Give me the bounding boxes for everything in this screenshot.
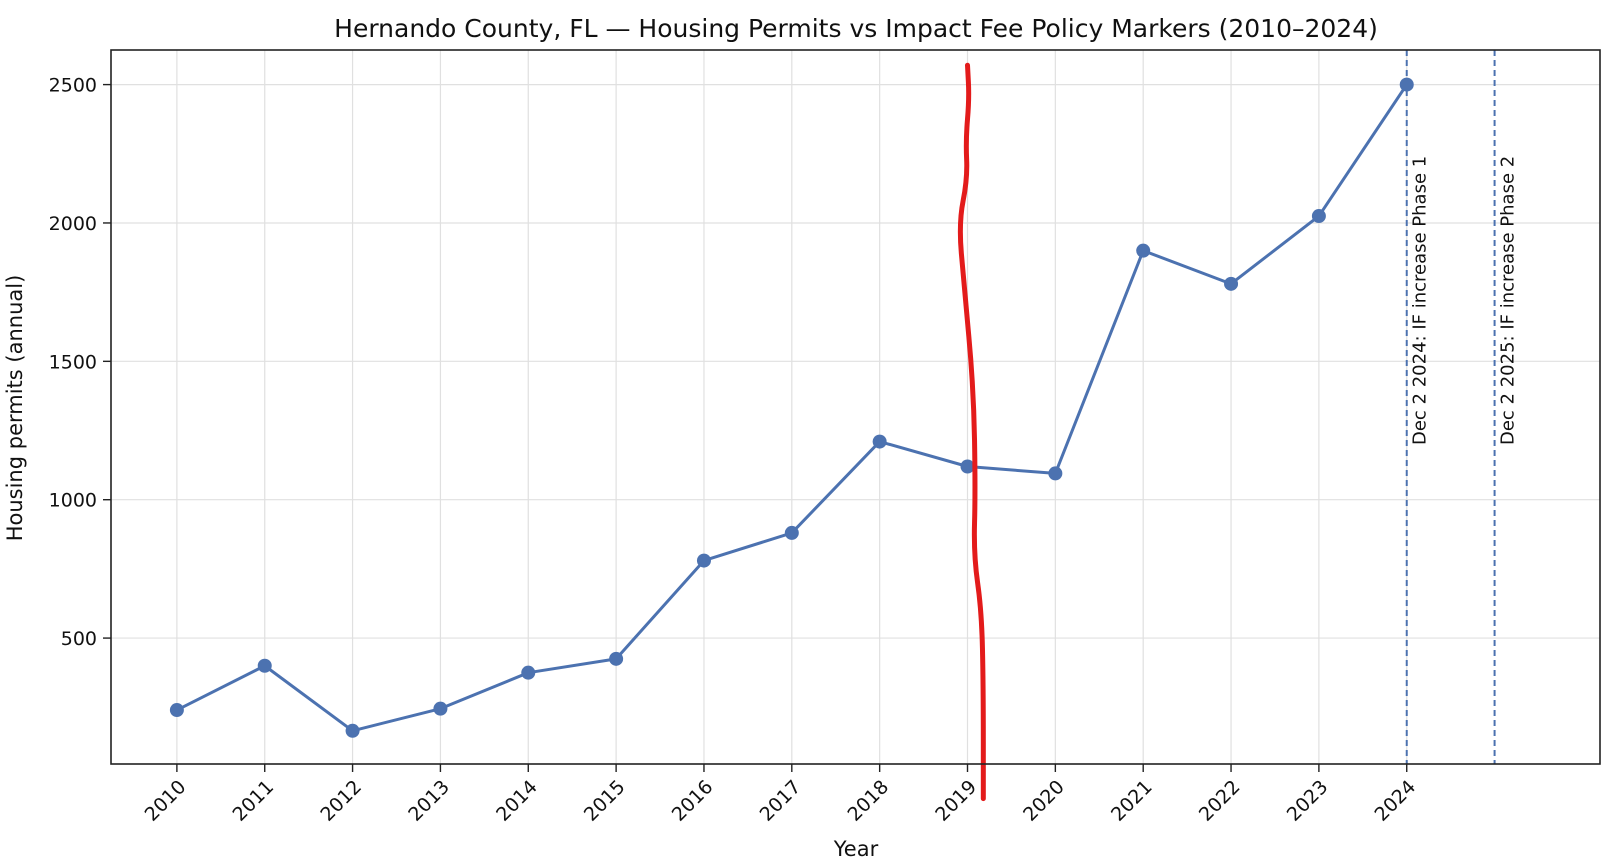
y-tick-label: 1000: [49, 490, 97, 512]
x-tick-label: 2017: [756, 776, 806, 826]
y-tick-label: 2500: [49, 75, 97, 97]
chart-title: Hernando County, FL — Housing Permits vs…: [334, 14, 1378, 43]
axis-ticks: 500 1000 1500 2000 2500 2010 2011 2012 2013 2014 2…: [49, 75, 1421, 826]
data-point: [696, 553, 711, 568]
x-tick-label: 2020: [1019, 776, 1069, 826]
x-tick-label: 2015: [580, 776, 630, 826]
red-freehand-line: [957, 62, 986, 802]
y-tick-label: 1500: [49, 351, 97, 373]
grid: [111, 50, 1600, 764]
y-axis-label: Housing permits (annual): [3, 275, 27, 542]
data-point: [1224, 276, 1239, 291]
data-point: [960, 459, 975, 474]
plot-frame: [110, 49, 1601, 765]
y-tick-label: 500: [61, 628, 97, 650]
data-point: [609, 651, 624, 666]
x-tick-label: 2013: [404, 776, 454, 826]
data-point: [345, 723, 360, 738]
x-tick-label: 2012: [316, 776, 366, 826]
freehand-annotation: [957, 62, 986, 802]
x-tick-label: 2024: [1371, 776, 1421, 826]
x-tick-label: 2011: [229, 776, 279, 826]
data-point: [784, 525, 799, 540]
data-point: [257, 658, 272, 673]
x-tick-label: 2021: [1107, 776, 1157, 826]
data-series: [169, 77, 1414, 738]
x-tick-label: 2010: [141, 776, 191, 826]
data-point: [1048, 466, 1063, 481]
x-tick-label: 2018: [843, 776, 893, 826]
policy-marker-label: Dec 2 2025: IF increase Phase 2: [1498, 156, 1519, 445]
y-tick-label: 2000: [49, 213, 97, 235]
data-point: [169, 703, 184, 718]
data-point: [521, 665, 536, 680]
x-tick-label: 2014: [492, 776, 542, 826]
data-point: [433, 701, 448, 716]
x-tick-label: 2019: [931, 776, 981, 826]
data-point: [1311, 209, 1326, 224]
policy-markers: Dec 2 2024: IF increase Phase 1 Dec 2 202…: [1405, 50, 1519, 764]
policy-marker-label: Dec 2 2024: IF increase Phase 1: [1410, 156, 1431, 445]
x-tick-label: 2016: [668, 776, 718, 826]
data-point: [1136, 243, 1151, 258]
x-tick-label: 2023: [1283, 776, 1333, 826]
x-tick-label: 2022: [1195, 776, 1245, 826]
data-point: [872, 434, 887, 449]
data-point: [1399, 77, 1414, 92]
x-axis-label: Year: [833, 837, 879, 861]
